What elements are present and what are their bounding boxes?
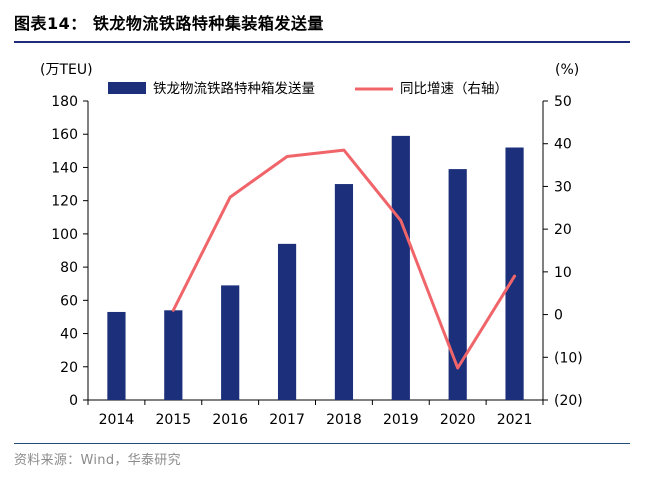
right-axis-unit: (%) (555, 62, 579, 78)
right-tick-label: 10 (554, 265, 572, 281)
chart: 0 20 40 60 80 100 120 140 160 180 (20) (10) 0 10 20 30 4… (40, 62, 583, 428)
bar (505, 147, 524, 400)
chart-labels: 0 20 40 60 80 100 120 140 160 180 (20) (10) 0 10 20 30 4… (40, 62, 583, 428)
x-tick-label: 2016 (212, 412, 248, 428)
chart-line (171, 148, 517, 370)
figure-title: 图表14： 铁龙物流铁路特种集装箱发送量 (14, 14, 324, 33)
left-tick-label: 60 (60, 293, 78, 309)
left-axis-unit: (万TEU) (40, 62, 93, 78)
right-tick-label: 0 (554, 308, 563, 324)
chart-bars (107, 135, 524, 400)
left-tick-label: 160 (51, 127, 78, 143)
x-tick-label: 2021 (497, 412, 533, 428)
right-tick-label: (10) (554, 350, 583, 366)
title-rule (14, 41, 630, 43)
left-tick-label: 180 (51, 94, 78, 110)
right-tick-label: 40 (554, 137, 572, 153)
x-tick-label: 2020 (440, 412, 476, 428)
left-tick-label: 140 (51, 160, 78, 176)
bar (107, 311, 126, 400)
bar (277, 243, 297, 400)
chart-legend: 铁龙物流铁路特种箱发送量 同比增速（右轴） (108, 81, 508, 97)
right-tick-label: 50 (554, 94, 572, 110)
x-tick-label: 2018 (326, 412, 362, 428)
source-note: 资料来源：Wind，华泰研究 (14, 453, 181, 468)
bar (164, 310, 183, 400)
left-tick-label: 120 (51, 194, 78, 210)
right-tick-label: 20 (554, 222, 572, 238)
x-tick-label: 2015 (155, 412, 191, 428)
left-tick-label: 80 (60, 260, 78, 276)
right-tick-label: 30 (554, 179, 572, 195)
bar (448, 169, 467, 400)
legend-line-label: 同比增速（右轴） (400, 81, 508, 97)
source-rule (14, 443, 630, 444)
left-tick-label: 40 (60, 327, 78, 343)
x-tick-label: 2017 (269, 412, 305, 428)
left-tick-label: 20 (60, 360, 78, 376)
x-tick-label: 2019 (383, 412, 419, 428)
left-tick-label: 0 (69, 393, 78, 409)
bar (221, 285, 240, 400)
left-tick-label: 100 (51, 227, 78, 243)
chart-axes (83, 100, 548, 405)
bar (334, 184, 354, 400)
x-tick-label: 2014 (99, 412, 135, 428)
legend-bar-label: 铁龙物流铁路特种箱发送量 (153, 81, 315, 97)
legend-bar-swatch (108, 82, 146, 94)
bar (391, 135, 410, 400)
right-tick-label: (20) (554, 393, 583, 409)
growth-line (171, 148, 517, 370)
